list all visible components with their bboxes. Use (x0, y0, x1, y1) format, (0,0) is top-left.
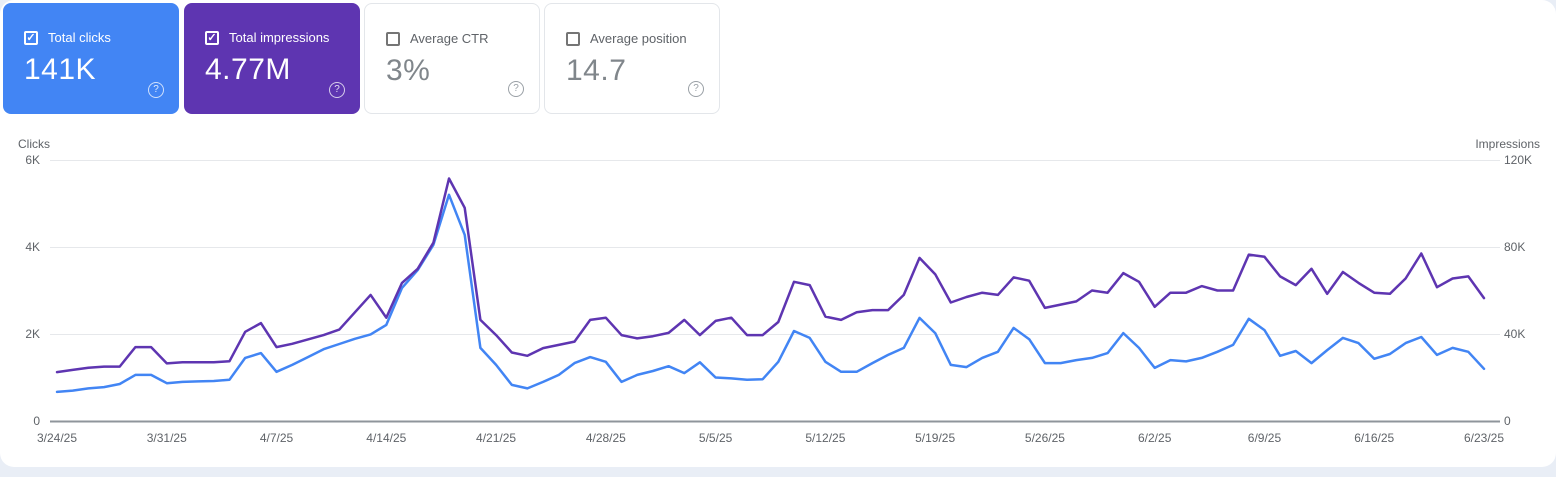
right-axis-tick: 40K (1504, 327, 1526, 341)
x-axis-tick: 4/21/25 (476, 431, 517, 445)
metric-card-label: Average CTR (410, 31, 489, 46)
metric-card-header: Average position (566, 31, 687, 46)
metric-card-header: ✓ Total impressions (205, 30, 329, 45)
checkbox-unchecked-icon[interactable] (566, 31, 580, 46)
left-axis-tick: 4K (25, 240, 40, 254)
x-axis-tick: 4/28/25 (585, 431, 626, 445)
x-axis-tick: 5/19/25 (915, 431, 956, 445)
right-axis-tick: 0 (1504, 414, 1511, 428)
left-axis-tick: 2K (25, 327, 40, 341)
total-impressions-value: 4.77M (205, 53, 291, 86)
metric-card-total-impressions[interactable]: ✓ Total impressions 4.77M ? (184, 3, 360, 114)
x-axis-tick: 6/9/25 (1247, 431, 1282, 445)
performance-panel: ✓ Total clicks 141K ? ✓ Total impression… (0, 0, 1556, 467)
x-axis-tick: 5/5/25 (698, 431, 733, 445)
performance-chart[interactable] (0, 0, 1556, 467)
total-clicks-value: 141K (24, 53, 97, 86)
checkbox-unchecked-icon[interactable] (386, 31, 400, 46)
x-axis-tick: 6/16/25 (1354, 431, 1395, 445)
help-icon[interactable]: ? (329, 82, 345, 98)
help-icon[interactable]: ? (688, 81, 704, 97)
metric-card-header: ✓ Total clicks (24, 30, 111, 45)
metric-card-average-position[interactable]: Average position 14.7 ? (544, 3, 720, 114)
right-axis-tick: 80K (1504, 240, 1526, 254)
metric-card-header: Average CTR (386, 31, 489, 46)
average-position-value: 14.7 (566, 54, 627, 87)
metric-card-label: Total impressions (229, 30, 330, 45)
clicks-line-series[interactable] (55, 193, 1486, 394)
left-axis-tick: 0 (33, 414, 40, 428)
average-ctr-value: 3% (386, 54, 431, 87)
x-axis-tick: 6/23/25 (1463, 431, 1505, 445)
metric-card-label: Average position (590, 31, 687, 46)
impressions-line-series[interactable] (55, 177, 1486, 374)
x-axis-tick: 5/12/25 (805, 431, 846, 445)
metric-card-label: Total clicks (48, 30, 111, 45)
x-axis-tick: 5/26/25 (1024, 431, 1065, 445)
checkbox-checked-icon[interactable]: ✓ (205, 30, 219, 45)
right-axis-tick: 120K (1504, 153, 1533, 167)
x-axis-tick: 4/14/25 (366, 431, 407, 445)
metric-card-average-ctr[interactable]: Average CTR 3% ? (364, 3, 540, 114)
x-axis-tick: 4/7/25 (259, 431, 294, 445)
help-icon[interactable]: ? (148, 82, 164, 98)
left-axis-title: Clicks (18, 137, 50, 151)
x-axis-tick: 3/31/25 (146, 431, 187, 445)
help-icon[interactable]: ? (508, 81, 524, 97)
left-axis-tick: 6K (25, 153, 40, 167)
checkbox-checked-icon[interactable]: ✓ (24, 30, 38, 45)
metric-cards-row: ✓ Total clicks 141K ? ✓ Total impression… (0, 0, 1556, 117)
x-axis-tick: 6/2/25 (1138, 431, 1172, 445)
metric-card-total-clicks[interactable]: ✓ Total clicks 141K ? (3, 3, 179, 114)
right-axis-title: Impressions (1475, 137, 1540, 151)
x-axis-tick: 3/24/25 (36, 431, 78, 445)
